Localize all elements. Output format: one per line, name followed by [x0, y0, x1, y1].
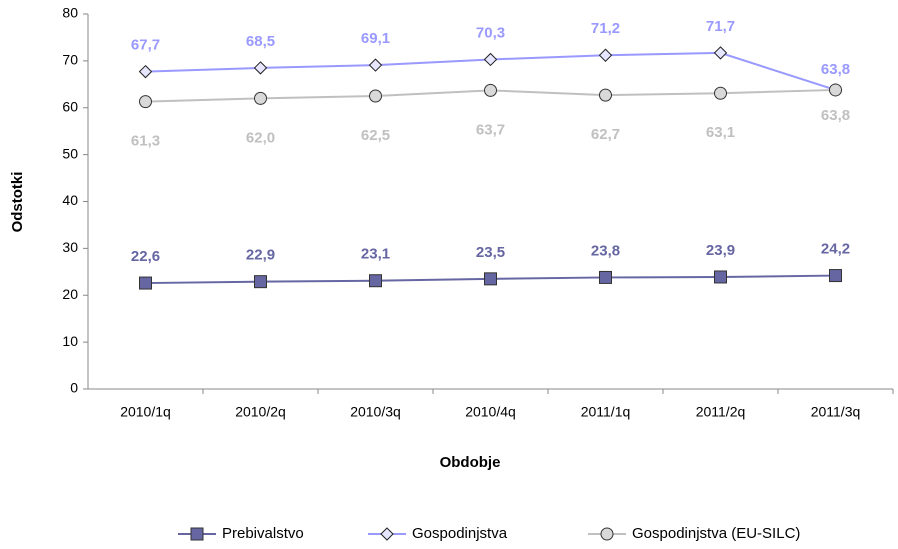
data-label: 71,7	[706, 18, 735, 35]
y-tick-label: 30	[62, 239, 78, 255]
y-tick-label: 60	[62, 98, 78, 114]
data-point	[599, 88, 612, 102]
x-tick-label: 2010/1q	[120, 404, 171, 420]
data-label: 71,2	[591, 20, 620, 37]
data-point	[138, 64, 153, 79]
data-label: 23,9	[706, 242, 735, 259]
y-axis-label: Odstotki	[9, 172, 26, 233]
x-tick-label: 2011/1q	[581, 404, 631, 420]
legend-label: Gospodinjstva (EU-SILC)	[632, 525, 800, 542]
data-label: 67,7	[131, 37, 160, 54]
y-tick-label: 50	[62, 145, 78, 161]
data-point	[368, 58, 383, 72]
data-point	[484, 272, 497, 286]
data-label: 68,5	[246, 33, 275, 50]
y-tick-label: 80	[62, 5, 78, 21]
data-point	[599, 270, 612, 284]
data-point	[139, 276, 152, 290]
legend-marker	[600, 527, 614, 541]
data-label: 63,1	[706, 124, 735, 141]
x-axis-label: Obdobje	[440, 454, 501, 471]
y-tick-label: 40	[62, 192, 78, 208]
data-label: 69,1	[361, 30, 390, 47]
data-label: 63,8	[821, 61, 850, 78]
data-label: 62,0	[246, 129, 275, 146]
y-tick-label: 70	[62, 52, 78, 68]
data-label: 62,7	[591, 126, 620, 143]
x-tick-label: 2010/3q	[350, 404, 401, 420]
y-tick-label: 20	[62, 286, 78, 302]
data-label: 63,7	[476, 121, 505, 138]
data-label: 24,2	[821, 241, 850, 258]
data-point	[483, 52, 498, 67]
legend-label: Gospodinjstva	[412, 525, 508, 542]
data-point	[714, 270, 727, 284]
data-point	[369, 89, 382, 103]
legend-marker	[380, 527, 394, 541]
data-point	[829, 83, 842, 97]
x-tick-label: 2011/3q	[811, 404, 861, 420]
x-tick-label: 2011/2q	[696, 404, 746, 420]
data-label: 23,8	[591, 242, 620, 259]
data-point	[714, 86, 727, 100]
legend-label: Prebivalstvo	[222, 525, 304, 542]
data-point	[369, 274, 382, 288]
data-label: 62,5	[361, 127, 390, 144]
legend-marker	[190, 527, 204, 541]
data-point	[253, 61, 268, 75]
data-point	[139, 95, 152, 109]
data-point	[829, 269, 842, 283]
data-point	[598, 48, 613, 62]
data-label: 22,6	[131, 248, 160, 265]
x-tick-label: 2010/2q	[235, 404, 286, 420]
data-label: 70,3	[476, 24, 505, 41]
data-label: 23,1	[361, 246, 390, 263]
data-point	[254, 275, 267, 289]
data-label: 61,3	[131, 133, 160, 150]
data-label: 22,9	[246, 247, 275, 264]
data-label: 63,8	[821, 107, 850, 124]
data-point	[713, 46, 728, 60]
y-tick-label: 0	[70, 380, 78, 396]
data-label: 23,5	[476, 244, 505, 261]
y-tick-label: 10	[62, 333, 78, 349]
data-point	[484, 83, 497, 97]
data-point	[254, 91, 267, 105]
x-tick-label: 2010/4q	[465, 404, 516, 420]
